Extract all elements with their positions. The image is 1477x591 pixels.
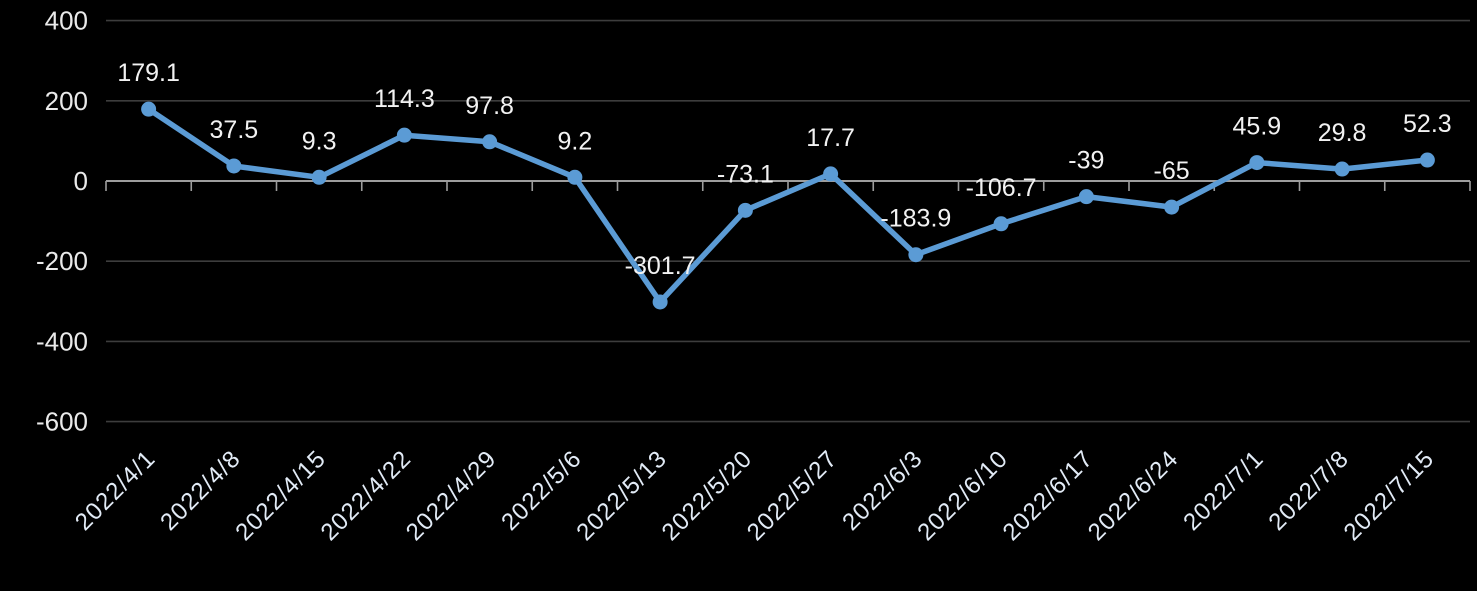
data-point-marker (1078, 189, 1094, 205)
x-axis-category-label: 2022/6/17 (998, 445, 1099, 546)
x-axis-category-label: 2022/7/8 (1264, 445, 1355, 536)
y-axis-tick-label: -200 (36, 246, 88, 276)
data-point-marker (908, 247, 924, 263)
data-label: 37.5 (210, 116, 259, 144)
data-label: -73.1 (717, 160, 774, 188)
data-point-marker (1164, 199, 1180, 215)
y-axis-tick-label: 0 (74, 166, 88, 196)
x-axis-category-label: 2022/5/20 (657, 445, 758, 546)
data-label: -39 (1068, 147, 1104, 175)
data-point-marker (1334, 161, 1350, 177)
y-axis-tick-label: 200 (45, 86, 88, 116)
data-label: -65 (1154, 157, 1190, 185)
x-axis-category-label: 2022/4/29 (401, 445, 502, 546)
data-label: 17.7 (806, 124, 855, 152)
x-axis-category-label: 2022/4/1 (70, 445, 161, 536)
data-label: 45.9 (1233, 113, 1282, 141)
data-point-marker (311, 169, 327, 185)
x-axis-category-label: 2022/4/22 (316, 445, 417, 546)
data-point-marker (226, 158, 242, 174)
data-point-marker (737, 202, 753, 218)
series-line (145, 106, 1431, 305)
x-axis-category-label: 2022/7/15 (1339, 445, 1440, 546)
data-label: 9.3 (302, 127, 337, 155)
x-axis-category-label: 2022/6/3 (837, 445, 928, 536)
x-axis-category-label: 2022/4/8 (155, 445, 246, 536)
data-label: 52.3 (1403, 110, 1452, 138)
data-point-marker (396, 127, 412, 143)
y-axis-tick-label: -600 (36, 407, 88, 437)
data-label: 97.8 (465, 92, 514, 120)
data-label: -301.7 (625, 252, 696, 280)
data-label: 179.1 (117, 59, 180, 87)
data-point-marker (823, 166, 839, 182)
x-axis-category-label: 2022/5/27 (742, 445, 843, 546)
y-axis-tick-label: -400 (36, 326, 88, 356)
data-point-marker (1249, 155, 1265, 171)
data-point-marker (1419, 152, 1435, 168)
data-point-marker (482, 134, 498, 150)
data-point-marker (993, 216, 1009, 232)
data-label: -183.9 (880, 205, 951, 233)
x-axis-category-label: 2022/7/1 (1178, 445, 1269, 536)
x-axis-category-label: 2022/5/6 (496, 445, 587, 536)
data-label: -106.7 (966, 174, 1037, 202)
x-axis-category-label: 2022/6/10 (912, 445, 1013, 546)
data-point-marker (652, 294, 668, 310)
x-axis-category-label: 2022/5/13 (571, 445, 672, 546)
data-point-marker (141, 101, 157, 117)
data-label: 114.3 (374, 85, 435, 113)
data-point-marker (567, 169, 583, 185)
data-label: 9.2 (557, 127, 592, 155)
data-label: 29.8 (1318, 119, 1367, 147)
y-axis-tick-label: 400 (45, 6, 88, 36)
x-axis-category-label: 2022/4/15 (230, 445, 331, 546)
x-axis-category-label: 2022/6/24 (1083, 445, 1184, 546)
